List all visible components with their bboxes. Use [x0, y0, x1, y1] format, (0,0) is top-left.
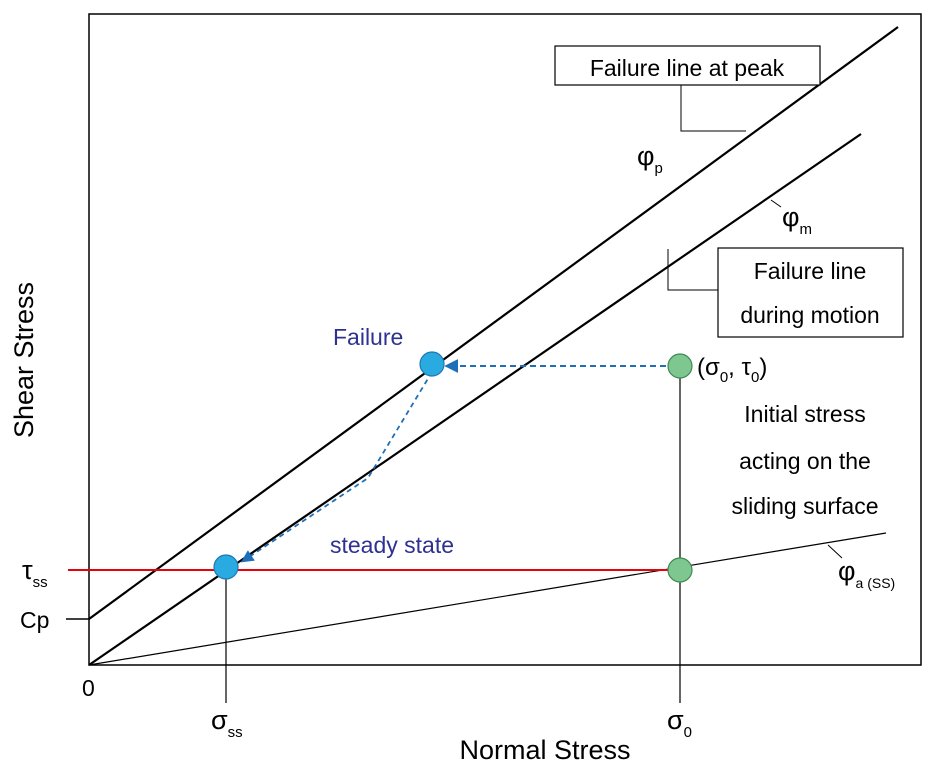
origin-label: 0: [82, 675, 95, 701]
sigma-ss-label: σss: [211, 705, 243, 741]
phi-p-label: φp: [637, 141, 663, 177]
failure-line-peak: [88, 26, 899, 620]
phi-a-label: φa (SS): [838, 556, 895, 591]
initial-stress-desc-line3: sliding surface: [731, 493, 878, 519]
steady-state-point: [213, 554, 239, 580]
x-axis-title: Normal Stress: [459, 735, 630, 765]
failure-label: Failure: [333, 324, 403, 350]
y-axis-title: Shear Stress: [9, 282, 39, 438]
phi-a-tick: [827, 544, 843, 559]
initial-steady-point: [667, 557, 693, 583]
initial-stress-desc-line1: Initial stress: [744, 401, 865, 427]
phi-m-tick: [770, 199, 782, 208]
plot-frame: [88, 13, 922, 666]
initial-stress-coordinates: (σ0, τ0): [697, 354, 767, 386]
cp-label: Cp: [20, 607, 49, 633]
steady-state-label: steady state: [330, 532, 454, 558]
peak-callout-text: Failure line at peak: [590, 55, 785, 81]
motion-callout-leader: [667, 249, 718, 291]
peak-callout-box: [554, 45, 821, 86]
phi-m-label: φm: [782, 202, 812, 238]
sigma0-label: σ0: [667, 705, 692, 741]
failure-line-motion: [88, 133, 862, 666]
tau-ss-label: τss: [22, 555, 48, 591]
initial-stress-desc-line2: acting on the: [739, 448, 871, 474]
peak-callout-leader: [680, 85, 746, 132]
motion-callout-line1: Failure line: [754, 258, 867, 284]
failure-point: [419, 351, 445, 377]
motion-callout-box: [717, 247, 904, 338]
initial-stress-point: [667, 353, 693, 379]
motion-callout-line2: during motion: [740, 302, 879, 328]
apparent-friction-line: [88, 532, 887, 666]
